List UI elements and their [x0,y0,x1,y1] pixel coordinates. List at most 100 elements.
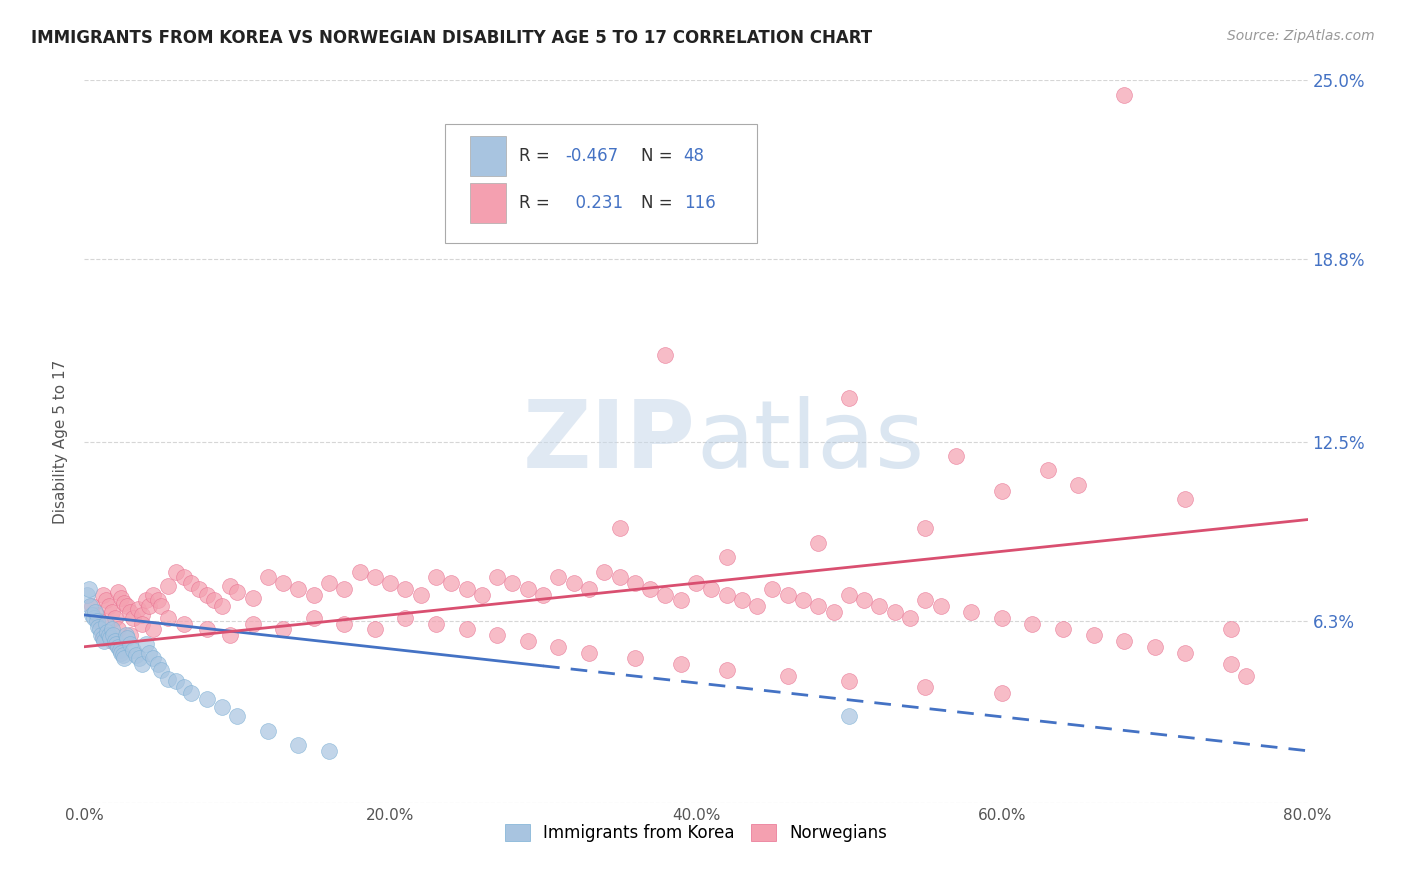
Point [111,648,134,663]
Point [394,611,416,625]
Point [83,611,105,625]
Point [131,657,153,671]
Text: R =: R = [519,147,554,165]
Point [578,646,600,660]
Point [318,576,340,591]
Point [86,614,108,628]
Point [716,588,738,602]
Point [142,651,165,665]
Point [456,623,478,637]
Point [1067,478,1090,492]
Point [110,591,132,605]
Point [115,599,138,614]
Point [120,605,142,619]
Point [180,576,202,591]
Point [76,588,98,602]
Point [425,616,447,631]
Point [115,631,138,645]
Point [380,576,402,591]
Point [409,588,432,602]
Point [1174,646,1197,660]
Point [226,584,249,599]
Point [149,599,172,614]
Point [202,593,225,607]
Point [486,570,509,584]
Point [195,588,218,602]
Point [287,738,309,752]
Point [776,588,799,602]
Text: N =: N = [641,194,678,212]
Point [440,576,463,591]
Text: ZIP: ZIP [523,395,696,488]
Point [79,599,101,614]
Point [333,582,356,596]
Point [120,628,142,642]
Point [93,634,115,648]
Point [104,634,127,648]
Point [149,663,172,677]
Point [101,605,124,619]
Point [869,599,891,614]
Point [89,614,111,628]
Point [242,591,264,605]
Point [173,616,195,631]
Point [218,579,240,593]
Point [364,570,387,584]
Point [516,582,538,596]
Point [700,582,723,596]
Point [135,593,157,607]
Point [94,616,117,631]
Point [287,582,309,596]
Point [716,550,738,565]
Point [138,599,160,614]
Point [142,623,165,637]
Point [578,582,600,596]
Point [188,582,211,596]
Point [89,623,111,637]
Point [318,744,340,758]
Point [914,680,936,694]
Text: IMMIGRANTS FROM KOREA VS NORWEGIAN DISABILITY AGE 5 TO 17 CORRELATION CHART: IMMIGRANTS FROM KOREA VS NORWEGIAN DISAB… [31,29,872,46]
Point [1114,634,1136,648]
Point [945,449,967,463]
Point [80,607,103,622]
Point [991,611,1014,625]
Point [624,576,647,591]
Point [853,593,876,607]
Point [218,628,240,642]
Point [257,570,280,584]
Point [685,576,707,591]
Point [91,628,114,642]
Point [108,642,131,657]
Point [1036,463,1059,477]
Text: Source: ZipAtlas.com: Source: ZipAtlas.com [1227,29,1375,43]
Point [105,637,128,651]
Point [669,657,692,671]
Point [271,576,294,591]
Point [157,672,180,686]
FancyBboxPatch shape [470,183,506,223]
Point [135,637,157,651]
Point [1236,668,1258,682]
Point [173,680,195,694]
Point [97,628,120,642]
Point [96,625,118,640]
Point [180,686,202,700]
Point [302,611,325,625]
Point [165,565,187,579]
Point [1220,657,1243,671]
Point [91,631,114,645]
Point [1052,623,1074,637]
Point [1021,616,1043,631]
Point [257,723,280,738]
Point [146,593,169,607]
Point [211,700,233,714]
Point [883,605,905,619]
Point [271,623,294,637]
Point [142,588,165,602]
Point [97,599,120,614]
Point [1174,492,1197,507]
Point [823,605,845,619]
Point [502,576,524,591]
Point [90,628,112,642]
